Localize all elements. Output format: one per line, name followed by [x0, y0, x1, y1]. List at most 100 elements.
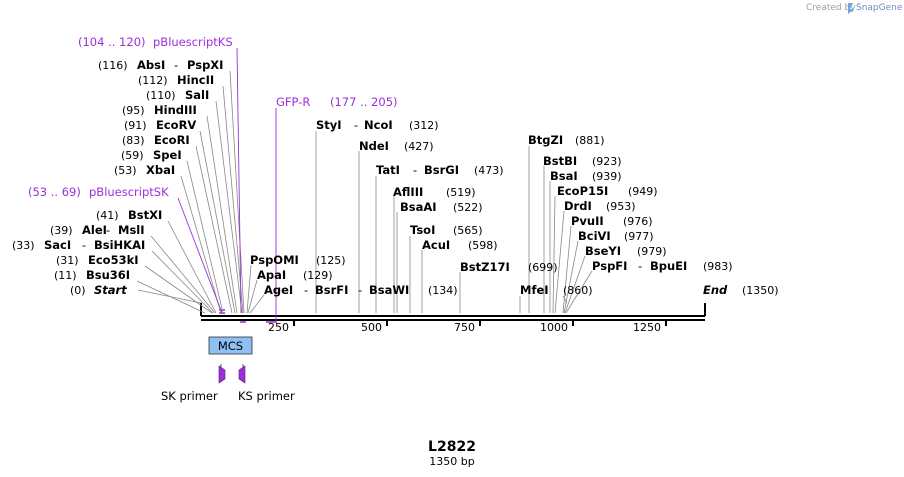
site-name: AbsI	[137, 58, 165, 72]
site-name: AcuI	[422, 238, 450, 252]
site-pos: (522)	[453, 201, 483, 214]
site-pos: (976)	[623, 215, 653, 228]
site-name: SacI	[44, 238, 71, 252]
site-pos: (949)	[628, 185, 658, 198]
site-name: EcoRV	[156, 118, 196, 132]
site-dash: -	[638, 259, 642, 273]
site-name: NdeI	[359, 139, 389, 153]
site-name: SalI	[185, 88, 209, 102]
site-name: BtgZI	[528, 133, 563, 147]
site-pos: (125)	[316, 254, 346, 267]
site-name: EcoP15I	[557, 184, 608, 198]
site-name: BseYI	[585, 244, 621, 258]
feature-leaders	[177, 47, 277, 322]
site-name: End	[703, 283, 728, 297]
site-pos: (860)	[563, 284, 593, 297]
site-pos: (39)	[50, 224, 73, 237]
site-pos: (519)	[446, 186, 476, 199]
site-pos: (33)	[12, 239, 35, 252]
site-pos: (110)	[146, 89, 176, 102]
tick-1000: 1000	[540, 321, 568, 334]
site-pos: (11)	[54, 269, 77, 282]
site-name: BpuEI	[650, 259, 687, 273]
site-name: TatI	[376, 163, 400, 177]
mcs-label: MCS	[218, 339, 243, 353]
tick-1250: 1250	[633, 321, 661, 334]
site-name: StyI	[316, 118, 342, 132]
gfp-name: GFP-R	[276, 95, 310, 109]
site-name: HincII	[177, 73, 214, 87]
site-name: BciVI	[578, 229, 611, 243]
site-pos: (473)	[474, 164, 504, 177]
site-dash: -	[82, 238, 86, 252]
site-pos: (923)	[592, 155, 622, 168]
plasmid-length: 1350 bp	[429, 455, 474, 468]
site-name: PvuII	[571, 214, 604, 228]
ks-primer-icon	[238, 364, 246, 384]
site-pos: (881)	[575, 134, 605, 147]
credit-prefix: Created by	[806, 3, 856, 13]
site-name: BsaWI	[369, 283, 409, 297]
site-pos: (983)	[703, 260, 733, 273]
site-name: XbaI	[146, 163, 175, 177]
site-name: TsoI	[410, 223, 435, 237]
site-name: Start	[94, 283, 127, 297]
site-name: HindIII	[154, 103, 197, 117]
site-dash: -	[413, 163, 417, 177]
site-name: BsrFI	[315, 283, 348, 297]
site-name: BsrGI	[424, 163, 459, 177]
site-name: BstZ17I	[460, 260, 510, 274]
site-pos: (41)	[96, 209, 119, 222]
site-pos: (939)	[592, 170, 622, 183]
backbone	[200, 303, 706, 326]
site-name: SpeI	[153, 148, 182, 162]
site-name: BsaAI	[400, 200, 437, 214]
site-name: Eco53kI	[88, 253, 139, 267]
leader-lines	[136, 70, 593, 314]
site-name: MslI	[118, 223, 145, 237]
sk-site-range: (53 .. 69)	[28, 185, 81, 199]
site-name: EcoRI	[154, 133, 190, 147]
site-name: AleI	[82, 223, 107, 237]
site-dash: -	[174, 58, 178, 72]
site-pos: (91)	[124, 119, 147, 132]
sk-primer-icon	[218, 364, 226, 384]
right-sites: BtgZI (881) BstBI (923) BsaI (939) EcoP1…	[528, 133, 779, 297]
site-pos: (1350)	[742, 284, 779, 297]
site-name: NcoI	[364, 118, 393, 132]
tick-500: 500	[361, 321, 382, 334]
site-dash: -	[354, 118, 358, 132]
left-sites: (116) AbsI - PspXI (112) HincII (110) Sa…	[12, 58, 223, 297]
site-pos: (95)	[122, 104, 145, 117]
site-name: PspXI	[187, 58, 223, 72]
site-name: BsaI	[550, 169, 578, 183]
ks-primer-label: KS primer	[238, 389, 295, 403]
site-pos: (699)	[528, 261, 558, 274]
site-dash: -	[106, 223, 110, 237]
site-name: PspOMI	[250, 253, 299, 267]
site-pos: (0)	[70, 284, 86, 297]
site-name: DrdI	[564, 199, 592, 213]
site-pos: (134)	[428, 284, 458, 297]
site-pos: (83)	[122, 134, 145, 147]
plasmid-title: L2822	[428, 439, 476, 455]
gfp-range: (177 .. 205)	[330, 95, 398, 109]
sk-site-name: pBluescriptSK	[89, 185, 169, 199]
site-pos: (979)	[637, 245, 667, 258]
site-name: ApaI	[257, 268, 286, 282]
site-pos: (565)	[453, 224, 483, 237]
site-name: PspFI	[592, 259, 627, 273]
site-pos: (59)	[121, 149, 144, 162]
site-pos: (977)	[624, 230, 654, 243]
site-dash: -	[304, 283, 308, 297]
site-name: MfeI	[520, 283, 549, 297]
site-pos: (116)	[98, 59, 128, 72]
site-name: BstBI	[543, 154, 577, 168]
site-name: BstXI	[128, 208, 162, 222]
site-pos: (312)	[409, 119, 439, 132]
ks-site-range: (104 .. 120)	[78, 35, 146, 49]
site-pos: (112)	[138, 74, 168, 87]
middle-sites: StyI - NcoI (312) NdeI (427) TatI - BsrG…	[250, 118, 593, 297]
site-dash: -	[358, 283, 362, 297]
